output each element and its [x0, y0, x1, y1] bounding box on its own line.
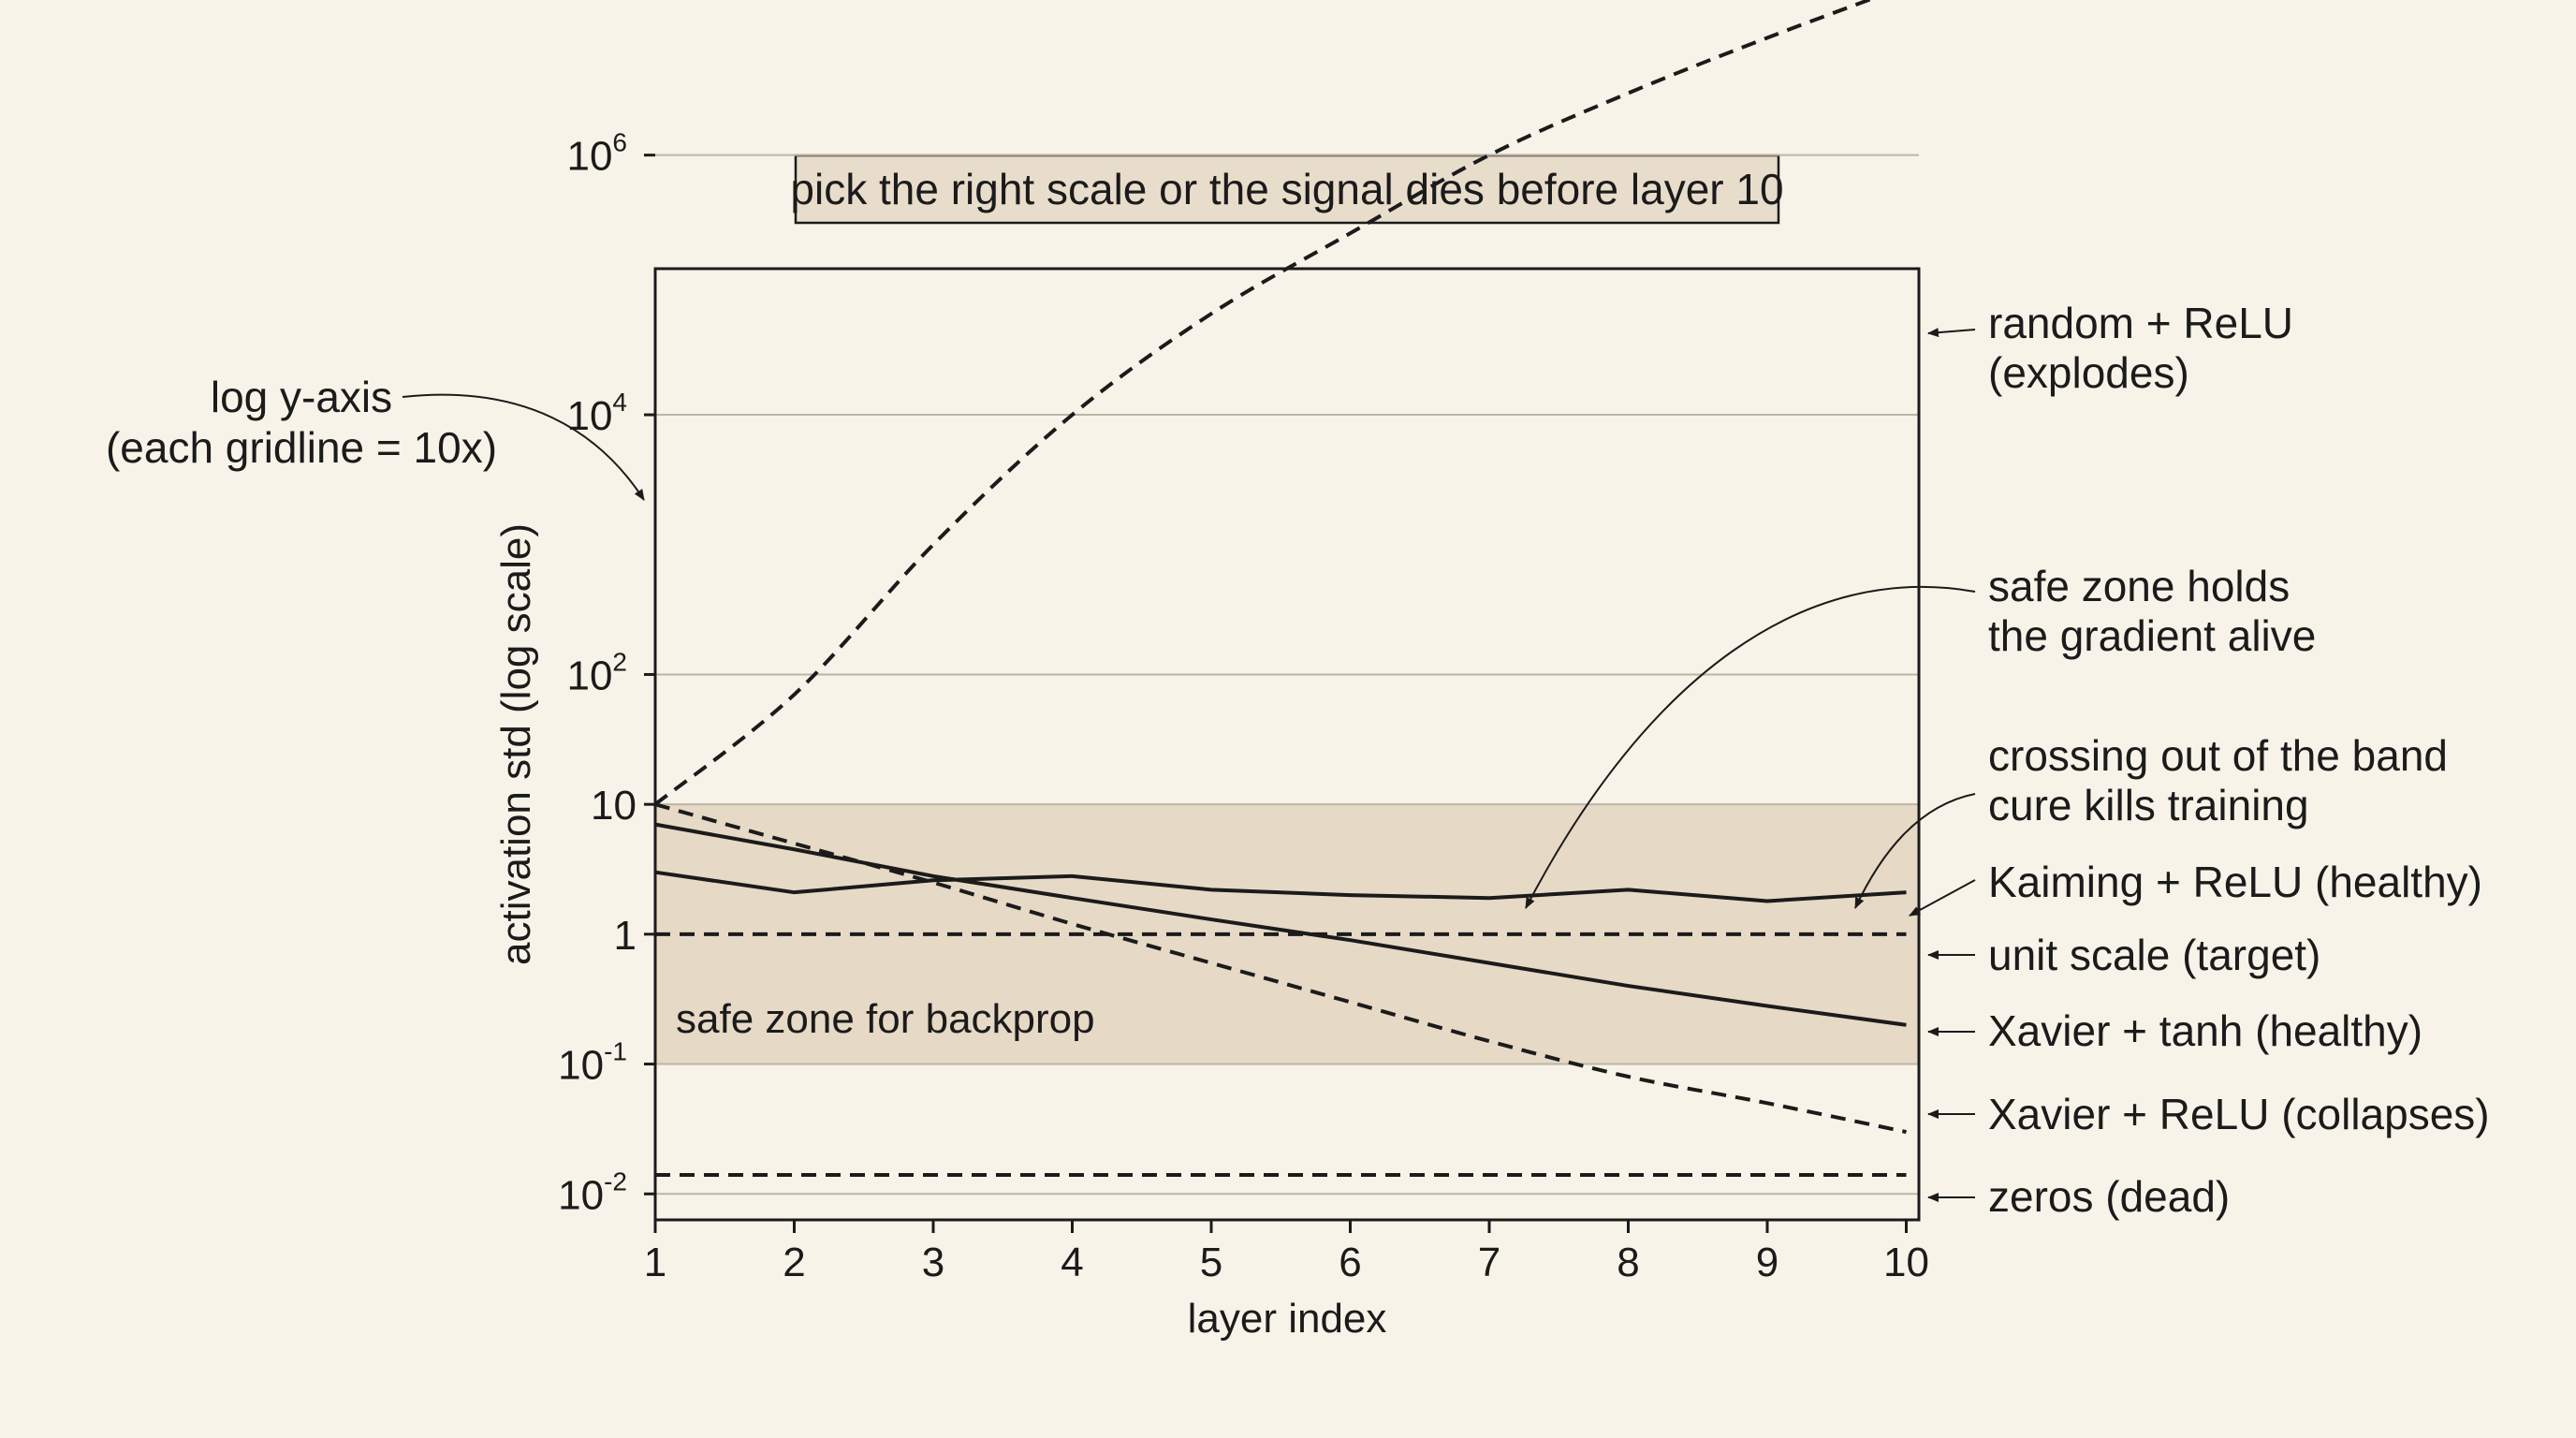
series-line-kaiming-relu [654, 870, 1907, 903]
annotation-kaiming-relu: Kaiming + ReLU (healthy) [1909, 858, 2482, 917]
arrow-crossing-note [1854, 793, 1976, 909]
label-random-relu: random + ReLU [1988, 299, 2293, 347]
y-tick-label: 106 [566, 128, 627, 180]
y-tick-label: 1 [614, 913, 637, 959]
label-crossing-note-1: crossing out of the band [1988, 731, 2448, 780]
annotation-xavier-tanh: Xavier + tanh (healthy) [1927, 1006, 2422, 1055]
safe-zone-label: safe zone for backprop [676, 996, 1095, 1042]
series-line-xavier-relu [654, 802, 1907, 1135]
grid-lines [655, 154, 1919, 1196]
axis-ticks: 10-210-111010210410610812345678910 [558, 128, 1929, 1285]
annotation-random-relu: random + ReLU (explodes) [1927, 299, 2293, 397]
label-log-axis-1: log y-axis [211, 373, 392, 421]
label-crossing-note-2: cure kills training [1988, 781, 2309, 829]
label-log-axis-2: (each gridline = 10x) [106, 423, 497, 472]
annotation-xavier-relu: Xavier + ReLU (collapses) [1927, 1090, 2490, 1138]
x-tick-label: 1 [644, 1240, 666, 1285]
label-xavier-relu: Xavier + ReLU (collapses) [1988, 1090, 2490, 1138]
x-tick-label: 8 [1617, 1240, 1639, 1285]
y-tick-label: 10 [591, 783, 637, 829]
label-kaiming-relu: Kaiming + ReLU (healthy) [1988, 858, 2482, 906]
series-lines [653, 0, 1907, 1177]
label-zeros: zeros (dead) [1988, 1172, 2230, 1221]
y-tick-label: 10-1 [558, 1037, 627, 1089]
x-tick-label: 6 [1339, 1240, 1361, 1285]
label-xavier-tanh: Xavier + tanh (healthy) [1988, 1006, 2422, 1055]
annotation-crossing-note: crossing out of the band cure kills trai… [1854, 731, 2448, 909]
y-tick-label: 10-2 [558, 1167, 627, 1218]
series-line-random-relu [653, 0, 1875, 806]
x-tick-label: 2 [783, 1240, 805, 1285]
arrow-safe-zone-note [1525, 585, 1976, 909]
series-line-xavier-tanh [654, 822, 1907, 1027]
annotation-zeros: zeros (dead) [1927, 1172, 2230, 1221]
x-axis-title: layer index [1188, 1296, 1387, 1342]
label-unit-scale: unit scale (target) [1988, 931, 2320, 979]
x-tick-label: 4 [1061, 1240, 1083, 1285]
chart-title-box [794, 154, 1780, 225]
plot-frame [653, 267, 1921, 1222]
annotation-log-axis: log y-axis (each gridline = 10x) [106, 373, 645, 501]
annotation-unit-scale: unit scale (target) [1927, 931, 2320, 979]
x-tick-label: 10 [1883, 1240, 1929, 1285]
arrow-kaiming-relu [1909, 879, 1976, 917]
chart-title: pick the right scale or the signal dies … [790, 154, 1784, 225]
arrow-log-axis [402, 393, 645, 501]
label-random-relu-note: (explodes) [1988, 348, 2189, 397]
arrow-random-relu [1927, 328, 1976, 338]
annotation-safe-zone-note: safe zone holds the gradient alive [1525, 562, 2316, 909]
x-tick-label: 9 [1756, 1240, 1778, 1285]
x-tick-label: 3 [922, 1240, 944, 1285]
label-safe-zone-note-1: safe zone holds [1988, 562, 2290, 610]
x-tick-label: 7 [1478, 1240, 1500, 1285]
y-axis-title: activation std (log scale) [493, 523, 539, 965]
x-tick-label: 5 [1200, 1240, 1222, 1285]
chart-title-text: pick the right scale or the signal dies … [790, 165, 1783, 213]
y-tick-label: 102 [566, 647, 627, 698]
label-safe-zone-note-2: the gradient alive [1988, 611, 2316, 660]
